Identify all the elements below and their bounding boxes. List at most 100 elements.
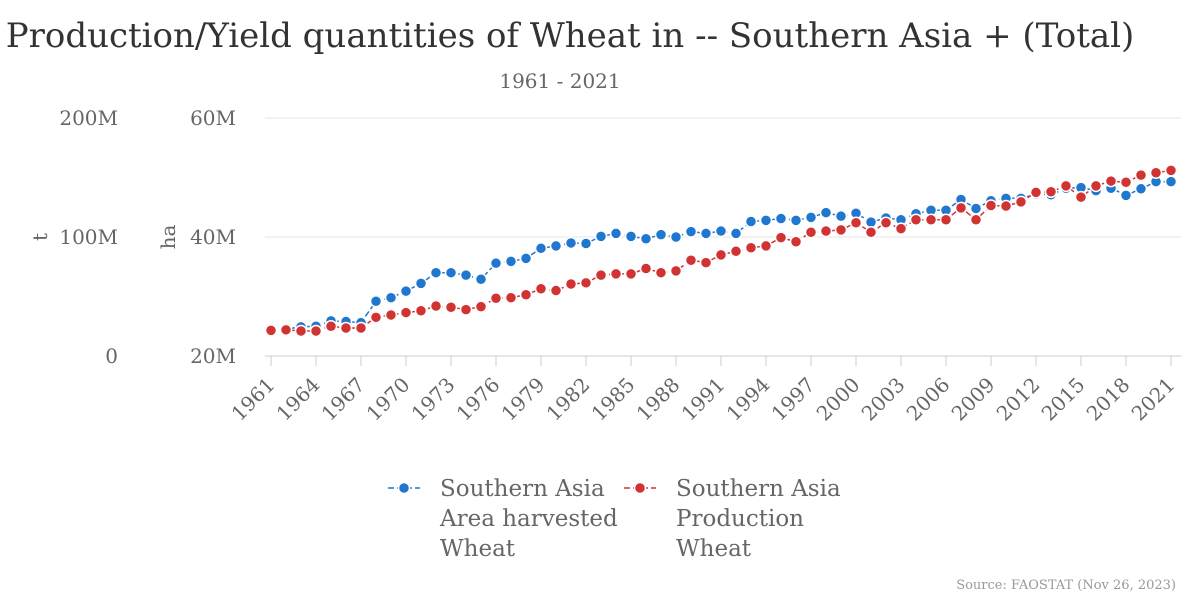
- data-point-area[interactable]: [549, 239, 563, 253]
- data-point-area[interactable]: [519, 252, 533, 265]
- data-point-production[interactable]: [1074, 190, 1088, 204]
- data-point-production[interactable]: [729, 245, 743, 258]
- data-point-production[interactable]: [309, 324, 323, 338]
- data-point-production[interactable]: [1089, 179, 1103, 193]
- data-point-production[interactable]: [744, 241, 758, 254]
- legend-item-production[interactable]: Southern Asia Production Wheat: [624, 476, 841, 562]
- data-point-area[interactable]: [474, 272, 488, 286]
- data-point-production[interactable]: [804, 225, 818, 239]
- source-credit[interactable]: Source: FAOSTAT (Nov 26, 2023): [956, 578, 1176, 593]
- data-point-area[interactable]: [1119, 189, 1133, 202]
- data-point-production[interactable]: [774, 231, 788, 244]
- data-point-production[interactable]: [444, 300, 458, 314]
- data-point-production[interactable]: [549, 284, 563, 297]
- data-point-production[interactable]: [894, 222, 908, 235]
- data-point-area[interactable]: [819, 206, 833, 219]
- data-point-production[interactable]: [819, 224, 833, 238]
- data-point-production[interactable]: [699, 256, 713, 269]
- data-point-area[interactable]: [744, 215, 758, 228]
- data-point-area[interactable]: [594, 230, 608, 243]
- data-point-production[interactable]: [984, 199, 998, 212]
- data-point-production[interactable]: [969, 213, 983, 226]
- data-point-production[interactable]: [609, 267, 623, 281]
- data-point-production[interactable]: [399, 306, 413, 319]
- data-point-area[interactable]: [414, 277, 428, 290]
- data-point-area[interactable]: [384, 291, 398, 304]
- data-point-production[interactable]: [1119, 176, 1133, 189]
- data-point-production[interactable]: [1164, 164, 1178, 177]
- data-point-production[interactable]: [534, 282, 548, 296]
- data-point-production[interactable]: [789, 235, 803, 249]
- data-point-area[interactable]: [579, 237, 593, 250]
- data-point-production[interactable]: [294, 324, 308, 338]
- data-point-area[interactable]: [369, 295, 383, 308]
- data-point-production[interactable]: [714, 248, 728, 262]
- data-point-area[interactable]: [729, 227, 743, 240]
- data-point-area[interactable]: [714, 224, 728, 238]
- data-point-production[interactable]: [1029, 186, 1043, 199]
- data-point-production[interactable]: [1044, 185, 1058, 199]
- data-point-area[interactable]: [789, 214, 803, 227]
- data-point-area[interactable]: [654, 228, 668, 241]
- data-point-production[interactable]: [489, 292, 503, 305]
- data-point-production[interactable]: [1134, 168, 1148, 182]
- data-point-production[interactable]: [834, 223, 848, 237]
- data-point-area[interactable]: [774, 212, 788, 225]
- data-point-production[interactable]: [639, 262, 653, 275]
- data-point-area[interactable]: [759, 214, 773, 227]
- data-point-production[interactable]: [504, 291, 518, 304]
- data-point-production[interactable]: [654, 266, 668, 279]
- data-point-production[interactable]: [924, 213, 938, 226]
- data-point-production[interactable]: [624, 267, 638, 281]
- data-point-area[interactable]: [504, 255, 518, 268]
- data-point-production[interactable]: [264, 324, 278, 337]
- data-point-area[interactable]: [444, 266, 458, 279]
- data-point-production[interactable]: [519, 288, 533, 301]
- data-point-production[interactable]: [474, 300, 488, 313]
- data-point-area[interactable]: [429, 266, 443, 279]
- data-point-area[interactable]: [699, 227, 713, 240]
- data-point-production[interactable]: [669, 264, 683, 278]
- data-point-production[interactable]: [414, 304, 428, 318]
- data-point-production[interactable]: [594, 268, 608, 282]
- data-point-area[interactable]: [804, 211, 818, 224]
- data-point-area[interactable]: [564, 236, 578, 250]
- data-point-area[interactable]: [1164, 175, 1178, 188]
- data-point-area[interactable]: [489, 256, 503, 270]
- data-point-area[interactable]: [834, 209, 848, 223]
- data-point-production[interactable]: [954, 201, 968, 215]
- data-point-area[interactable]: [459, 268, 473, 282]
- data-point-production[interactable]: [1104, 174, 1118, 188]
- data-point-production[interactable]: [279, 323, 293, 337]
- data-point-production[interactable]: [684, 253, 698, 267]
- data-point-production[interactable]: [324, 320, 338, 333]
- data-point-production[interactable]: [1149, 166, 1163, 179]
- data-point-area[interactable]: [609, 227, 623, 240]
- data-point-area[interactable]: [639, 232, 653, 246]
- data-point-production[interactable]: [339, 321, 353, 335]
- data-point-area[interactable]: [669, 230, 683, 244]
- data-point-production[interactable]: [429, 299, 443, 313]
- data-point-area[interactable]: [969, 202, 983, 215]
- data-point-production[interactable]: [939, 213, 953, 226]
- data-point-production[interactable]: [759, 239, 773, 253]
- data-point-production[interactable]: [999, 199, 1013, 213]
- data-point-production[interactable]: [384, 308, 398, 322]
- data-point-area[interactable]: [684, 225, 698, 238]
- data-point-production[interactable]: [849, 216, 863, 229]
- data-point-production[interactable]: [879, 216, 893, 229]
- legend-item-area[interactable]: Southern Asia Area harvested Wheat: [388, 476, 618, 562]
- data-point-area[interactable]: [399, 284, 413, 298]
- data-point-production[interactable]: [354, 321, 368, 335]
- data-point-production[interactable]: [369, 311, 383, 324]
- series-production[interactable]: [264, 164, 1178, 338]
- data-point-area[interactable]: [624, 230, 638, 243]
- data-point-area[interactable]: [1134, 182, 1148, 196]
- data-point-production[interactable]: [1014, 195, 1028, 209]
- data-point-production[interactable]: [909, 213, 923, 226]
- data-point-area[interactable]: [534, 242, 548, 255]
- data-point-production[interactable]: [459, 303, 473, 316]
- data-point-production[interactable]: [564, 277, 578, 291]
- data-point-production[interactable]: [579, 276, 593, 290]
